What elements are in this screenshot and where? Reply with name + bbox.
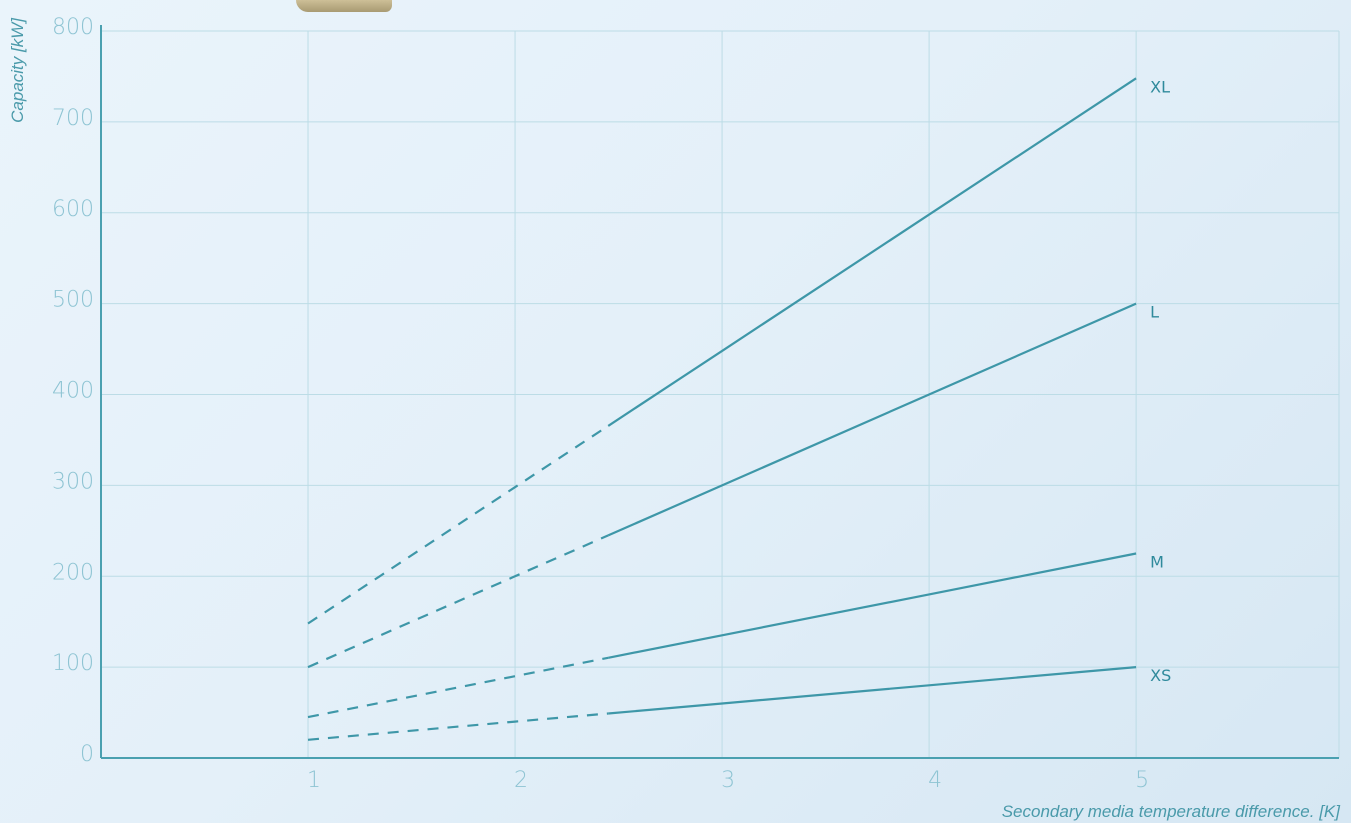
series-line-m — [607, 552, 1137, 659]
y-tick-label: 500 — [52, 288, 94, 313]
series-label-xs: XS — [1150, 666, 1171, 685]
x-tick-label: 3 — [721, 768, 735, 793]
tick-labels: 0 100 200 300 400 500 600 700 800 1 2 3 4 5 — [52, 15, 1149, 793]
y-tick-label: 700 — [52, 106, 94, 131]
series-line-m-dashed — [307, 656, 609, 719]
series-line-xs — [608, 666, 1137, 715]
grid — [101, 30, 1340, 758]
y-tick-label: 800 — [52, 15, 94, 40]
series-lines — [307, 77, 1137, 741]
y-tick-label: 100 — [52, 651, 94, 676]
y-tick-label: 400 — [52, 379, 94, 404]
series-line-l-dashed — [307, 534, 609, 669]
decorative-image-fragment — [296, 0, 392, 12]
series-line-l — [607, 302, 1137, 537]
series-line-xl-dashed — [307, 424, 609, 625]
series-label-m: M — [1150, 553, 1164, 572]
y-tick-label: 200 — [52, 560, 94, 585]
series-line-xs-dashed — [307, 712, 609, 741]
x-tick-label: 5 — [1135, 768, 1149, 793]
axes — [100, 25, 1339, 759]
x-tick-label: 1 — [307, 768, 321, 793]
x-axis-title: Secondary media temperature difference. … — [1002, 802, 1342, 821]
y-tick-label: 600 — [52, 197, 94, 222]
y-axis-title: Capacity [kW] — [8, 17, 27, 123]
x-tick-label: 4 — [928, 768, 942, 793]
series-line-xl — [607, 77, 1137, 427]
y-tick-label: 0 — [80, 742, 94, 767]
x-tick-label: 2 — [514, 768, 528, 793]
series-labels: XL L M XS — [1150, 77, 1171, 685]
y-tick-label: 300 — [52, 469, 94, 494]
series-label-l: L — [1150, 303, 1159, 322]
series-label-xl: XL — [1150, 77, 1170, 96]
